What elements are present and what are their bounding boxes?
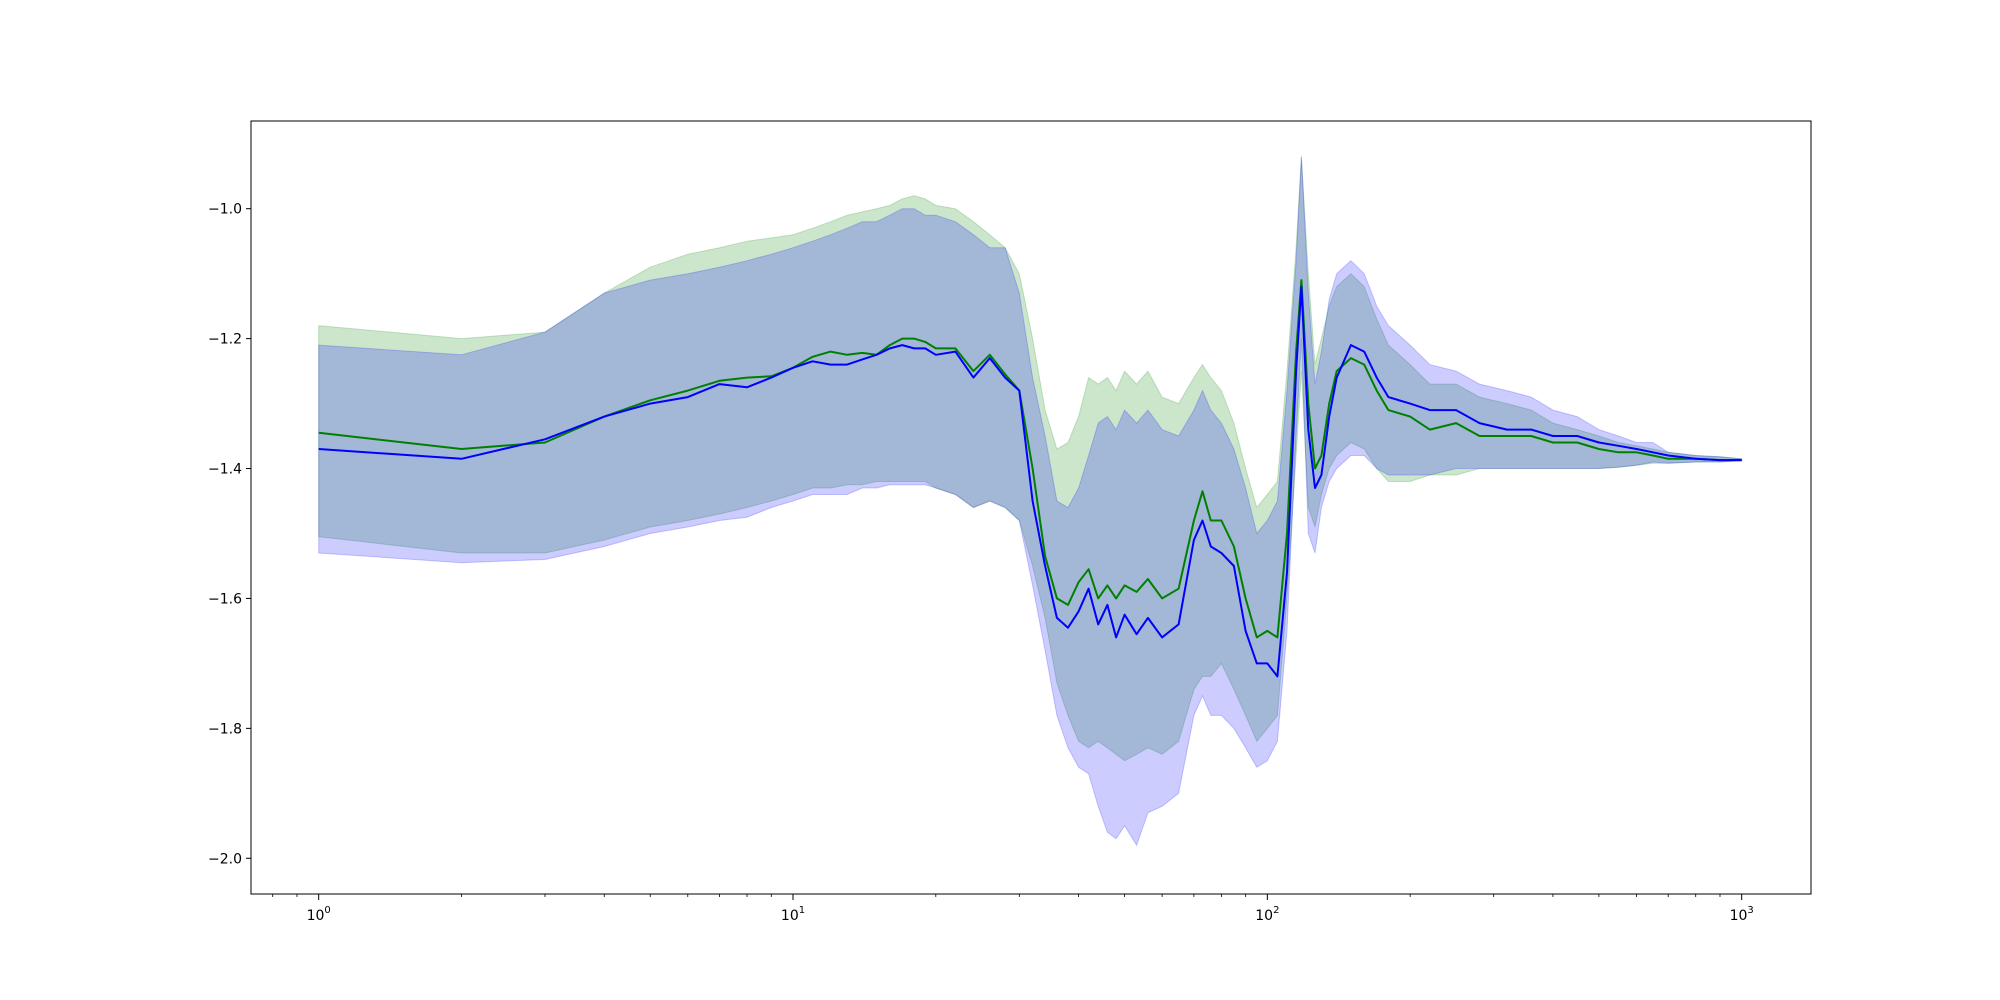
y-tick-label: −1.8 xyxy=(208,721,242,737)
series-lines xyxy=(318,279,1742,678)
x-tick-label: 103 xyxy=(1730,905,1754,924)
y-tick-label: −1.4 xyxy=(208,462,242,478)
x-tick-label: 101 xyxy=(781,905,805,924)
series-2-line xyxy=(318,285,1742,678)
x-tick-label: 100 xyxy=(307,905,331,924)
series-1-line xyxy=(318,279,1742,639)
confidence-bands xyxy=(318,156,1743,847)
y-axis: −2.0 −1.8 −1.6 −1.4 −1.2 −1.0 xyxy=(208,202,251,867)
y-tick-label: −1.0 xyxy=(208,202,242,218)
y-tick-label: −2.0 xyxy=(208,851,242,867)
plot-frame xyxy=(250,120,1812,895)
x-tick-label: 102 xyxy=(1255,905,1279,924)
x-axis: 100 101 102 103 xyxy=(272,894,1754,924)
series-2-band xyxy=(318,156,1743,847)
y-tick-label: −1.6 xyxy=(208,591,242,607)
y-tick-label: −1.2 xyxy=(208,332,242,348)
